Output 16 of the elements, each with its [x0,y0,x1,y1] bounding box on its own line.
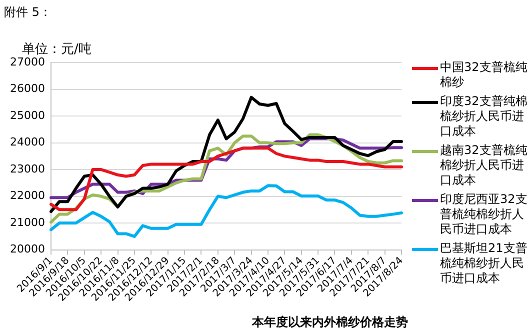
y-tick-label: 24000 [10,136,45,149]
y-tick-label: 26000 [10,82,45,96]
legend-label: 印度尼西亚32支普梳纯棉纱折人民币进口成本 [440,192,528,237]
y-tick-label: 22000 [10,189,45,202]
y-tick-label: 25000 [10,108,45,122]
text: 本年度以来内外棉纱价格走势 [250,314,409,331]
legend-label: 印度32支普纯棉梳纱折人民币进口成本 [440,94,528,139]
legend-label: 巴基斯坦21支普梳纯棉纱折人民币进口成本 [440,241,528,286]
legend-label: 中国32支普梳纯棉纱 [440,60,528,90]
text: 附件 5： [4,4,52,21]
y-tick-label: 20000 [10,242,45,256]
y-tick-label: 27000 [10,55,45,68]
legend-label: 越南32支普梳纯棉纱折人民币进口成本 [440,143,528,188]
y-axis-title: 单位：元/吨 [22,41,92,57]
y-tick-label: 23000 [10,162,45,176]
y-tick-label: 21000 [10,216,45,229]
